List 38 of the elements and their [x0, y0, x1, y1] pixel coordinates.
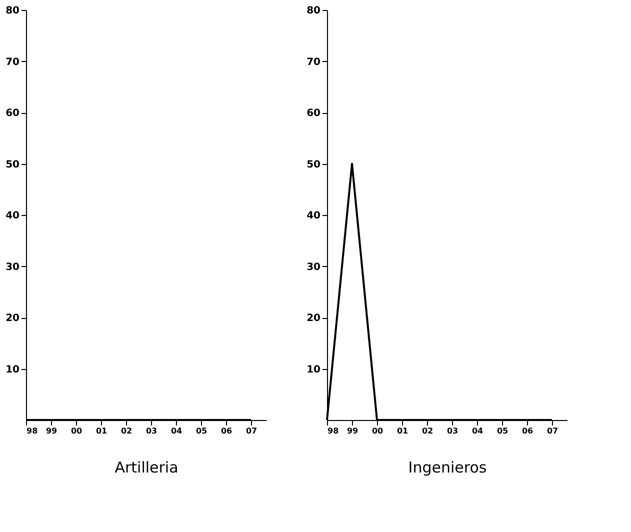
- x-tick-label: 06: [220, 426, 232, 436]
- y-tick-label: 50: [6, 159, 20, 170]
- x-tick-label: 06: [522, 426, 534, 436]
- y-tick-label: 50: [306, 159, 321, 170]
- y-tick-label: 80: [306, 6, 321, 16]
- x-axis-title: Ingenieros: [408, 458, 487, 476]
- y-tick-label: 20: [6, 313, 20, 324]
- y-tick-label: 40: [306, 210, 321, 222]
- x-tick-label: 07: [546, 426, 558, 436]
- x-tick-label: 05: [496, 426, 508, 436]
- y-tick-label: 30: [6, 262, 20, 273]
- x-tick-label: 02: [422, 426, 434, 436]
- x-tick-label: 98: [26, 426, 38, 436]
- x-tick-label: 05: [196, 426, 208, 436]
- y-tick-label: 30: [306, 262, 321, 273]
- x-tick-label: 02: [120, 426, 132, 436]
- x-tick-label: 07: [246, 426, 258, 436]
- x-tick-label: 99: [346, 426, 358, 436]
- y-tick-label: 10: [306, 364, 321, 376]
- x-axis-title: Artilleria: [114, 458, 178, 476]
- x-tick-label: 03: [446, 426, 458, 436]
- x-tick-label: 99: [46, 426, 58, 436]
- x-tick-label: 00: [70, 426, 82, 436]
- y-tick-label: 80: [6, 6, 20, 16]
- x-tick-label: 98: [328, 426, 340, 436]
- x-tick-label: 04: [170, 426, 182, 436]
- x-tick-label: 01: [396, 426, 408, 436]
- y-tick-label: 60: [306, 108, 321, 119]
- y-tick-label: 70: [6, 56, 20, 68]
- y-tick-label: 20: [306, 313, 321, 324]
- y-tick-label: 40: [6, 210, 20, 222]
- y-tick-label: 60: [6, 108, 20, 119]
- x-tick-label: 04: [472, 426, 484, 436]
- x-tick-label: 00: [372, 426, 384, 436]
- y-tick-label: 10: [6, 364, 20, 376]
- x-tick-label: 03: [146, 426, 158, 436]
- y-tick-label: 70: [306, 56, 321, 68]
- x-tick-label: 01: [96, 426, 108, 436]
